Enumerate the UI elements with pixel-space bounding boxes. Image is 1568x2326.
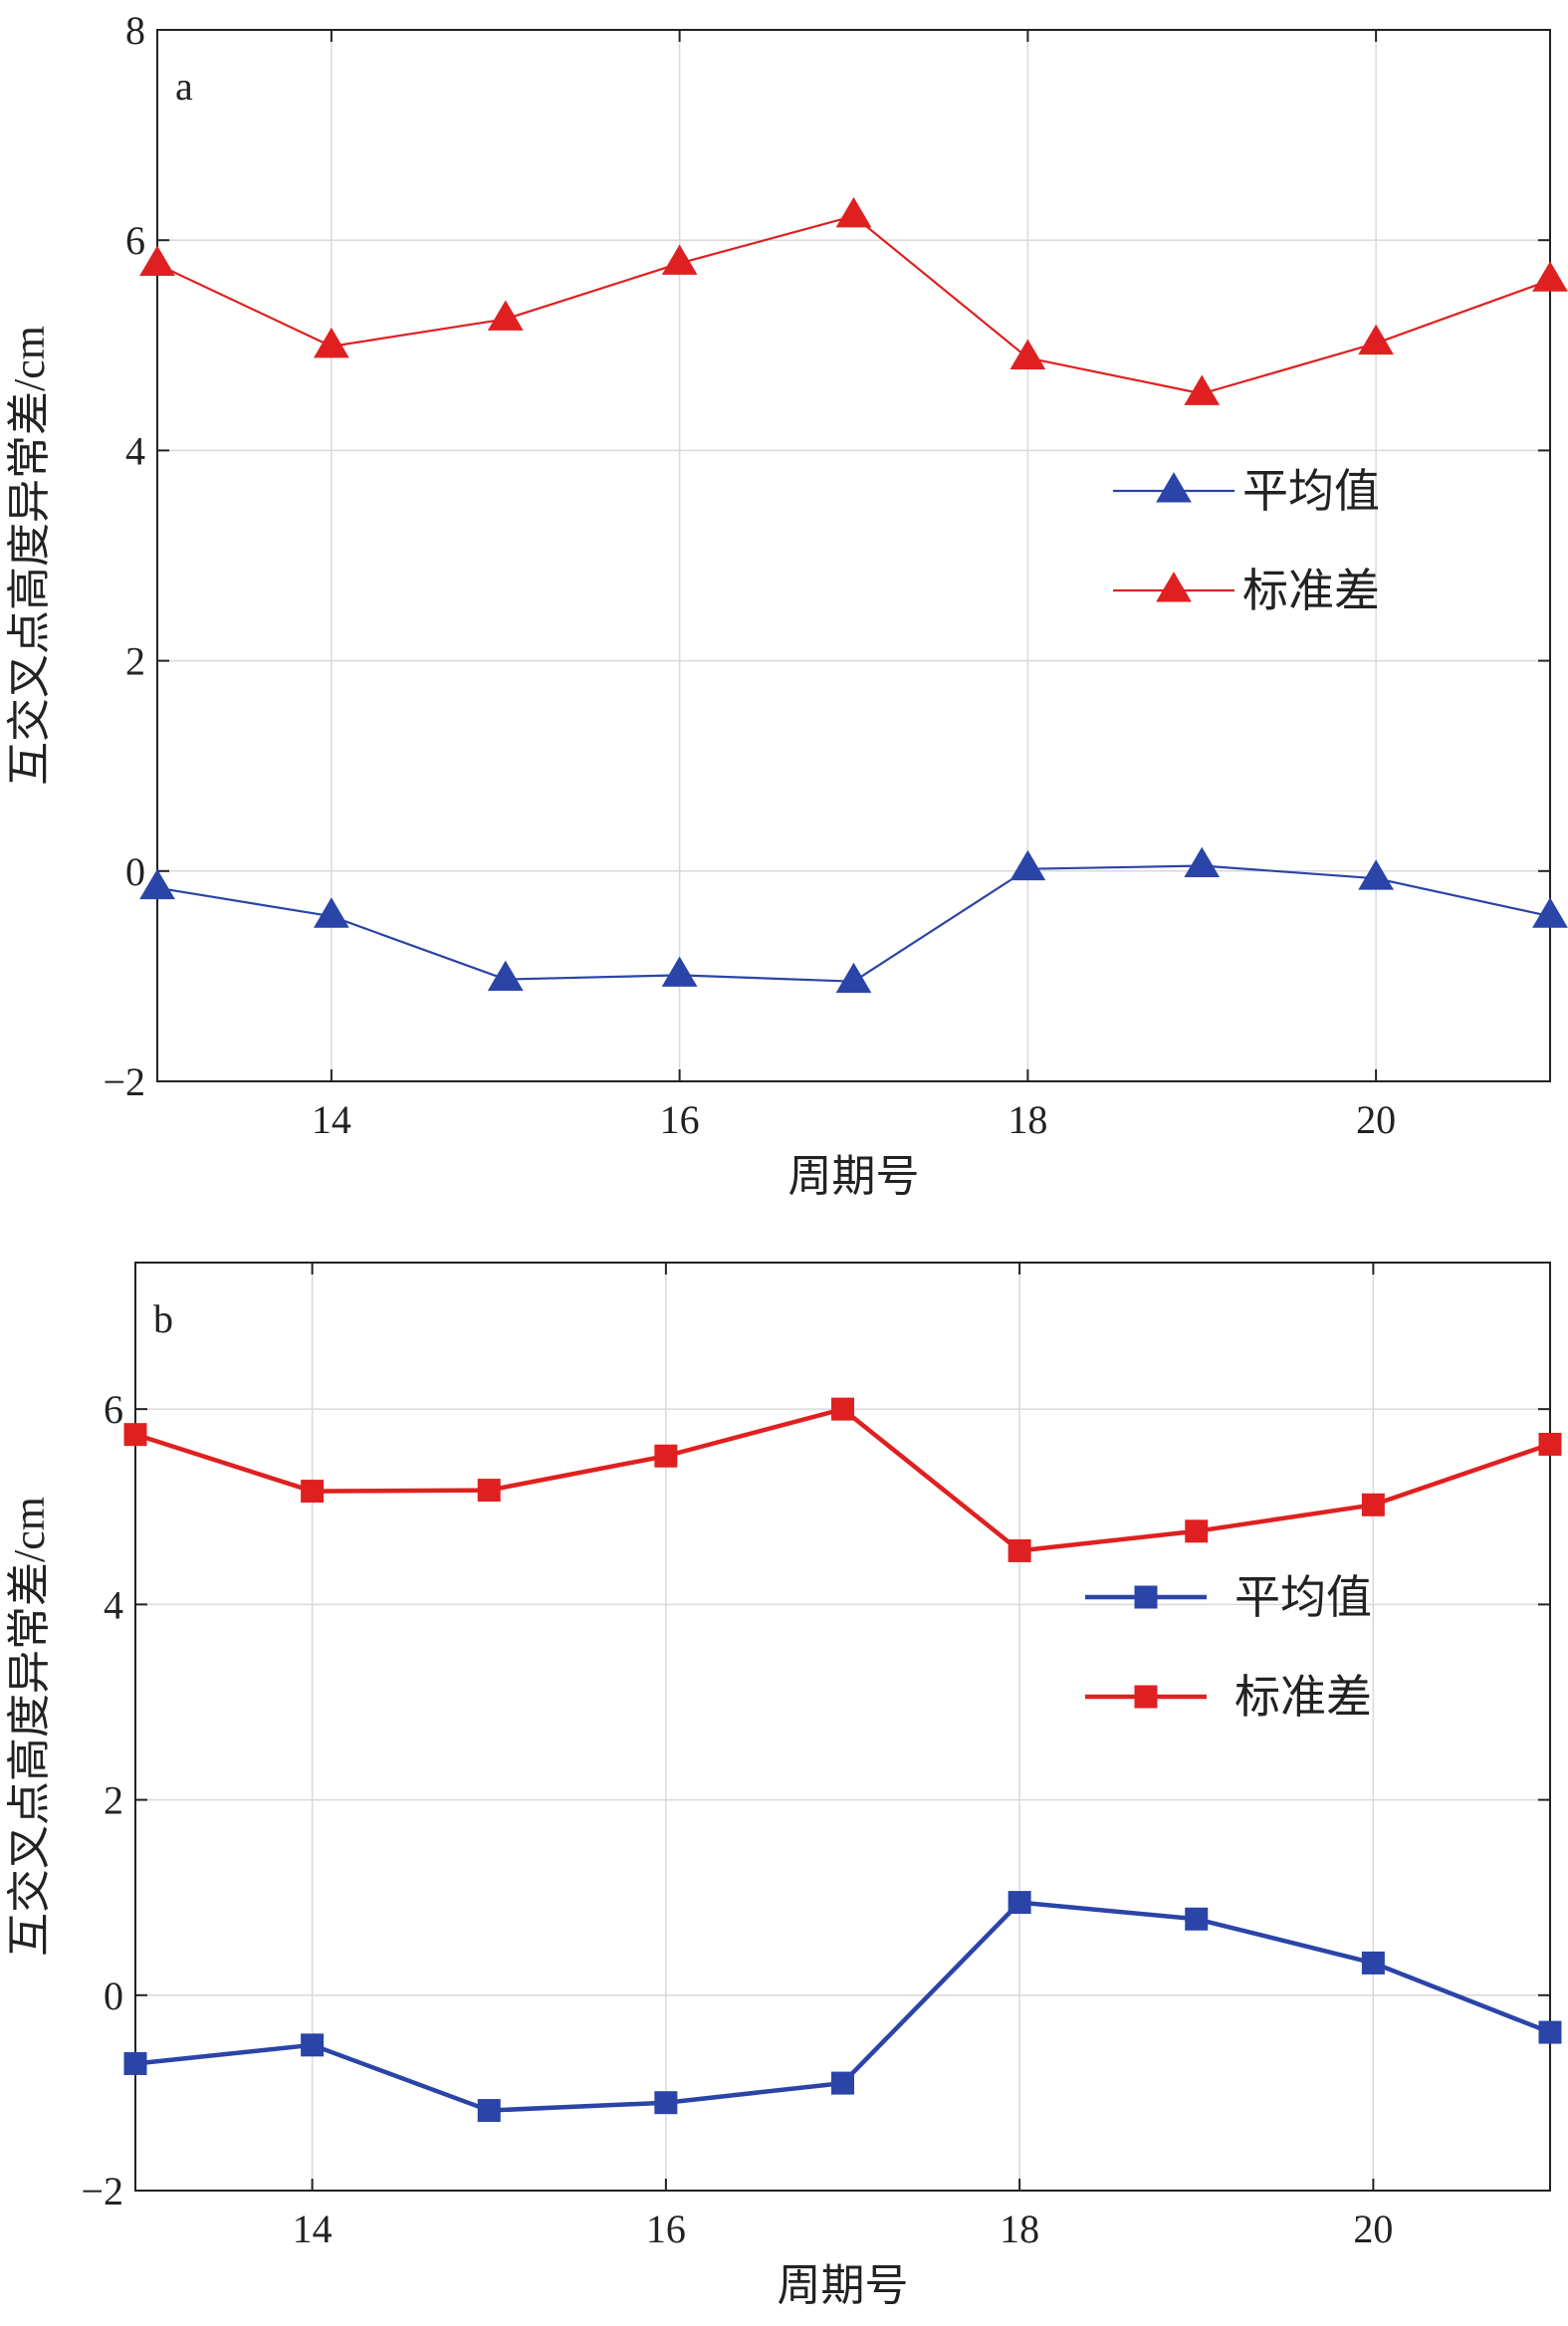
x-tick-label: 20 bbox=[1353, 2207, 1393, 2251]
data-point bbox=[1184, 846, 1221, 878]
legend-label: 平均值 bbox=[1242, 466, 1380, 517]
data-point bbox=[477, 2099, 501, 2123]
legend-marker bbox=[1156, 572, 1192, 602]
y-axis-title: 互交叉点高度异常差/cm bbox=[5, 1497, 54, 1957]
legend-entry-std: 标准差 bbox=[1113, 566, 1380, 616]
x-axis-title: 周期号 bbox=[788, 1152, 920, 1201]
data-point bbox=[1358, 859, 1394, 890]
data-point bbox=[1184, 374, 1221, 405]
data-point bbox=[1358, 324, 1394, 355]
series-std bbox=[139, 197, 1568, 405]
data-point bbox=[1009, 339, 1046, 369]
x-tick-label: 16 bbox=[660, 1097, 700, 1142]
y-axis-title: 互交叉点高度异常差/cm bbox=[5, 326, 54, 786]
legend-entry-std: 标准差 bbox=[1085, 1672, 1372, 1723]
legend-entry-mean: 平均值 bbox=[1085, 1572, 1372, 1623]
y-tick-label: 4 bbox=[125, 428, 145, 473]
y-tick-label: 2 bbox=[125, 639, 145, 684]
data-point bbox=[831, 2071, 854, 2095]
y-tick-label: 0 bbox=[125, 849, 145, 894]
y-tick-label: 4 bbox=[104, 1582, 123, 1627]
legend-marker bbox=[1134, 1685, 1158, 1709]
data-point bbox=[139, 245, 175, 276]
data-point bbox=[1361, 1493, 1385, 1516]
data-point bbox=[477, 1479, 501, 1503]
x-axis-title: 周期号 bbox=[778, 2261, 909, 2310]
data-point bbox=[661, 956, 698, 987]
panel-label: b bbox=[153, 1296, 173, 1341]
y-tick-label: −2 bbox=[81, 2169, 123, 2213]
series-mean bbox=[123, 1891, 1562, 2123]
legend-marker bbox=[1156, 472, 1192, 503]
data-point bbox=[123, 1423, 147, 1447]
x-tick-label: 18 bbox=[1008, 1097, 1047, 1142]
data-point bbox=[301, 2033, 325, 2057]
legend-label: 标准差 bbox=[1242, 566, 1380, 616]
data-point bbox=[1008, 1538, 1031, 1562]
data-point bbox=[1185, 1907, 1209, 1931]
y-tick-label: 8 bbox=[125, 8, 145, 53]
series-mean bbox=[139, 846, 1568, 994]
data-point bbox=[1538, 1432, 1562, 1456]
data-point bbox=[661, 244, 698, 275]
y-tick-label: 0 bbox=[104, 1974, 123, 2018]
data-point bbox=[1185, 1519, 1209, 1543]
legend-marker bbox=[1134, 1585, 1158, 1609]
axes-frame bbox=[156, 29, 1551, 1082]
data-point bbox=[835, 197, 872, 228]
legend-entry-mean: 平均值 bbox=[1113, 466, 1380, 517]
data-point bbox=[139, 868, 175, 900]
legend-label: 标准差 bbox=[1234, 1672, 1372, 1723]
data-point bbox=[1538, 2020, 1562, 2044]
data-point bbox=[487, 300, 524, 331]
x-tick-label: 16 bbox=[646, 2207, 686, 2251]
x-tick-label: 14 bbox=[312, 1097, 351, 1142]
data-point bbox=[835, 962, 872, 994]
x-tick-label: 20 bbox=[1356, 1097, 1396, 1142]
data-point bbox=[1532, 897, 1568, 928]
x-tick-label: 14 bbox=[293, 2207, 333, 2251]
data-point bbox=[314, 897, 349, 928]
data-point bbox=[831, 1397, 854, 1421]
axes-frame bbox=[134, 1262, 1551, 2192]
data-point bbox=[487, 960, 524, 992]
data-point bbox=[301, 1480, 325, 1504]
legend-label: 平均值 bbox=[1234, 1572, 1372, 1623]
data-point bbox=[1532, 261, 1568, 292]
data-point bbox=[654, 2091, 678, 2115]
data-point bbox=[314, 327, 349, 358]
data-point bbox=[1009, 849, 1046, 881]
x-tick-label: 18 bbox=[1000, 2207, 1039, 2251]
y-tick-label: −2 bbox=[103, 1059, 145, 1104]
y-tick-label: 2 bbox=[104, 1778, 123, 1823]
data-point bbox=[123, 2051, 147, 2075]
data-point bbox=[654, 1444, 678, 1468]
plot-area bbox=[157, 30, 1550, 1081]
y-tick-label: 6 bbox=[104, 1387, 123, 1432]
y-tick-label: 6 bbox=[125, 218, 145, 263]
data-point bbox=[1008, 1891, 1031, 1915]
panel-label: a bbox=[175, 64, 193, 109]
series-std bbox=[123, 1397, 1562, 1562]
data-point bbox=[1361, 1951, 1385, 1975]
